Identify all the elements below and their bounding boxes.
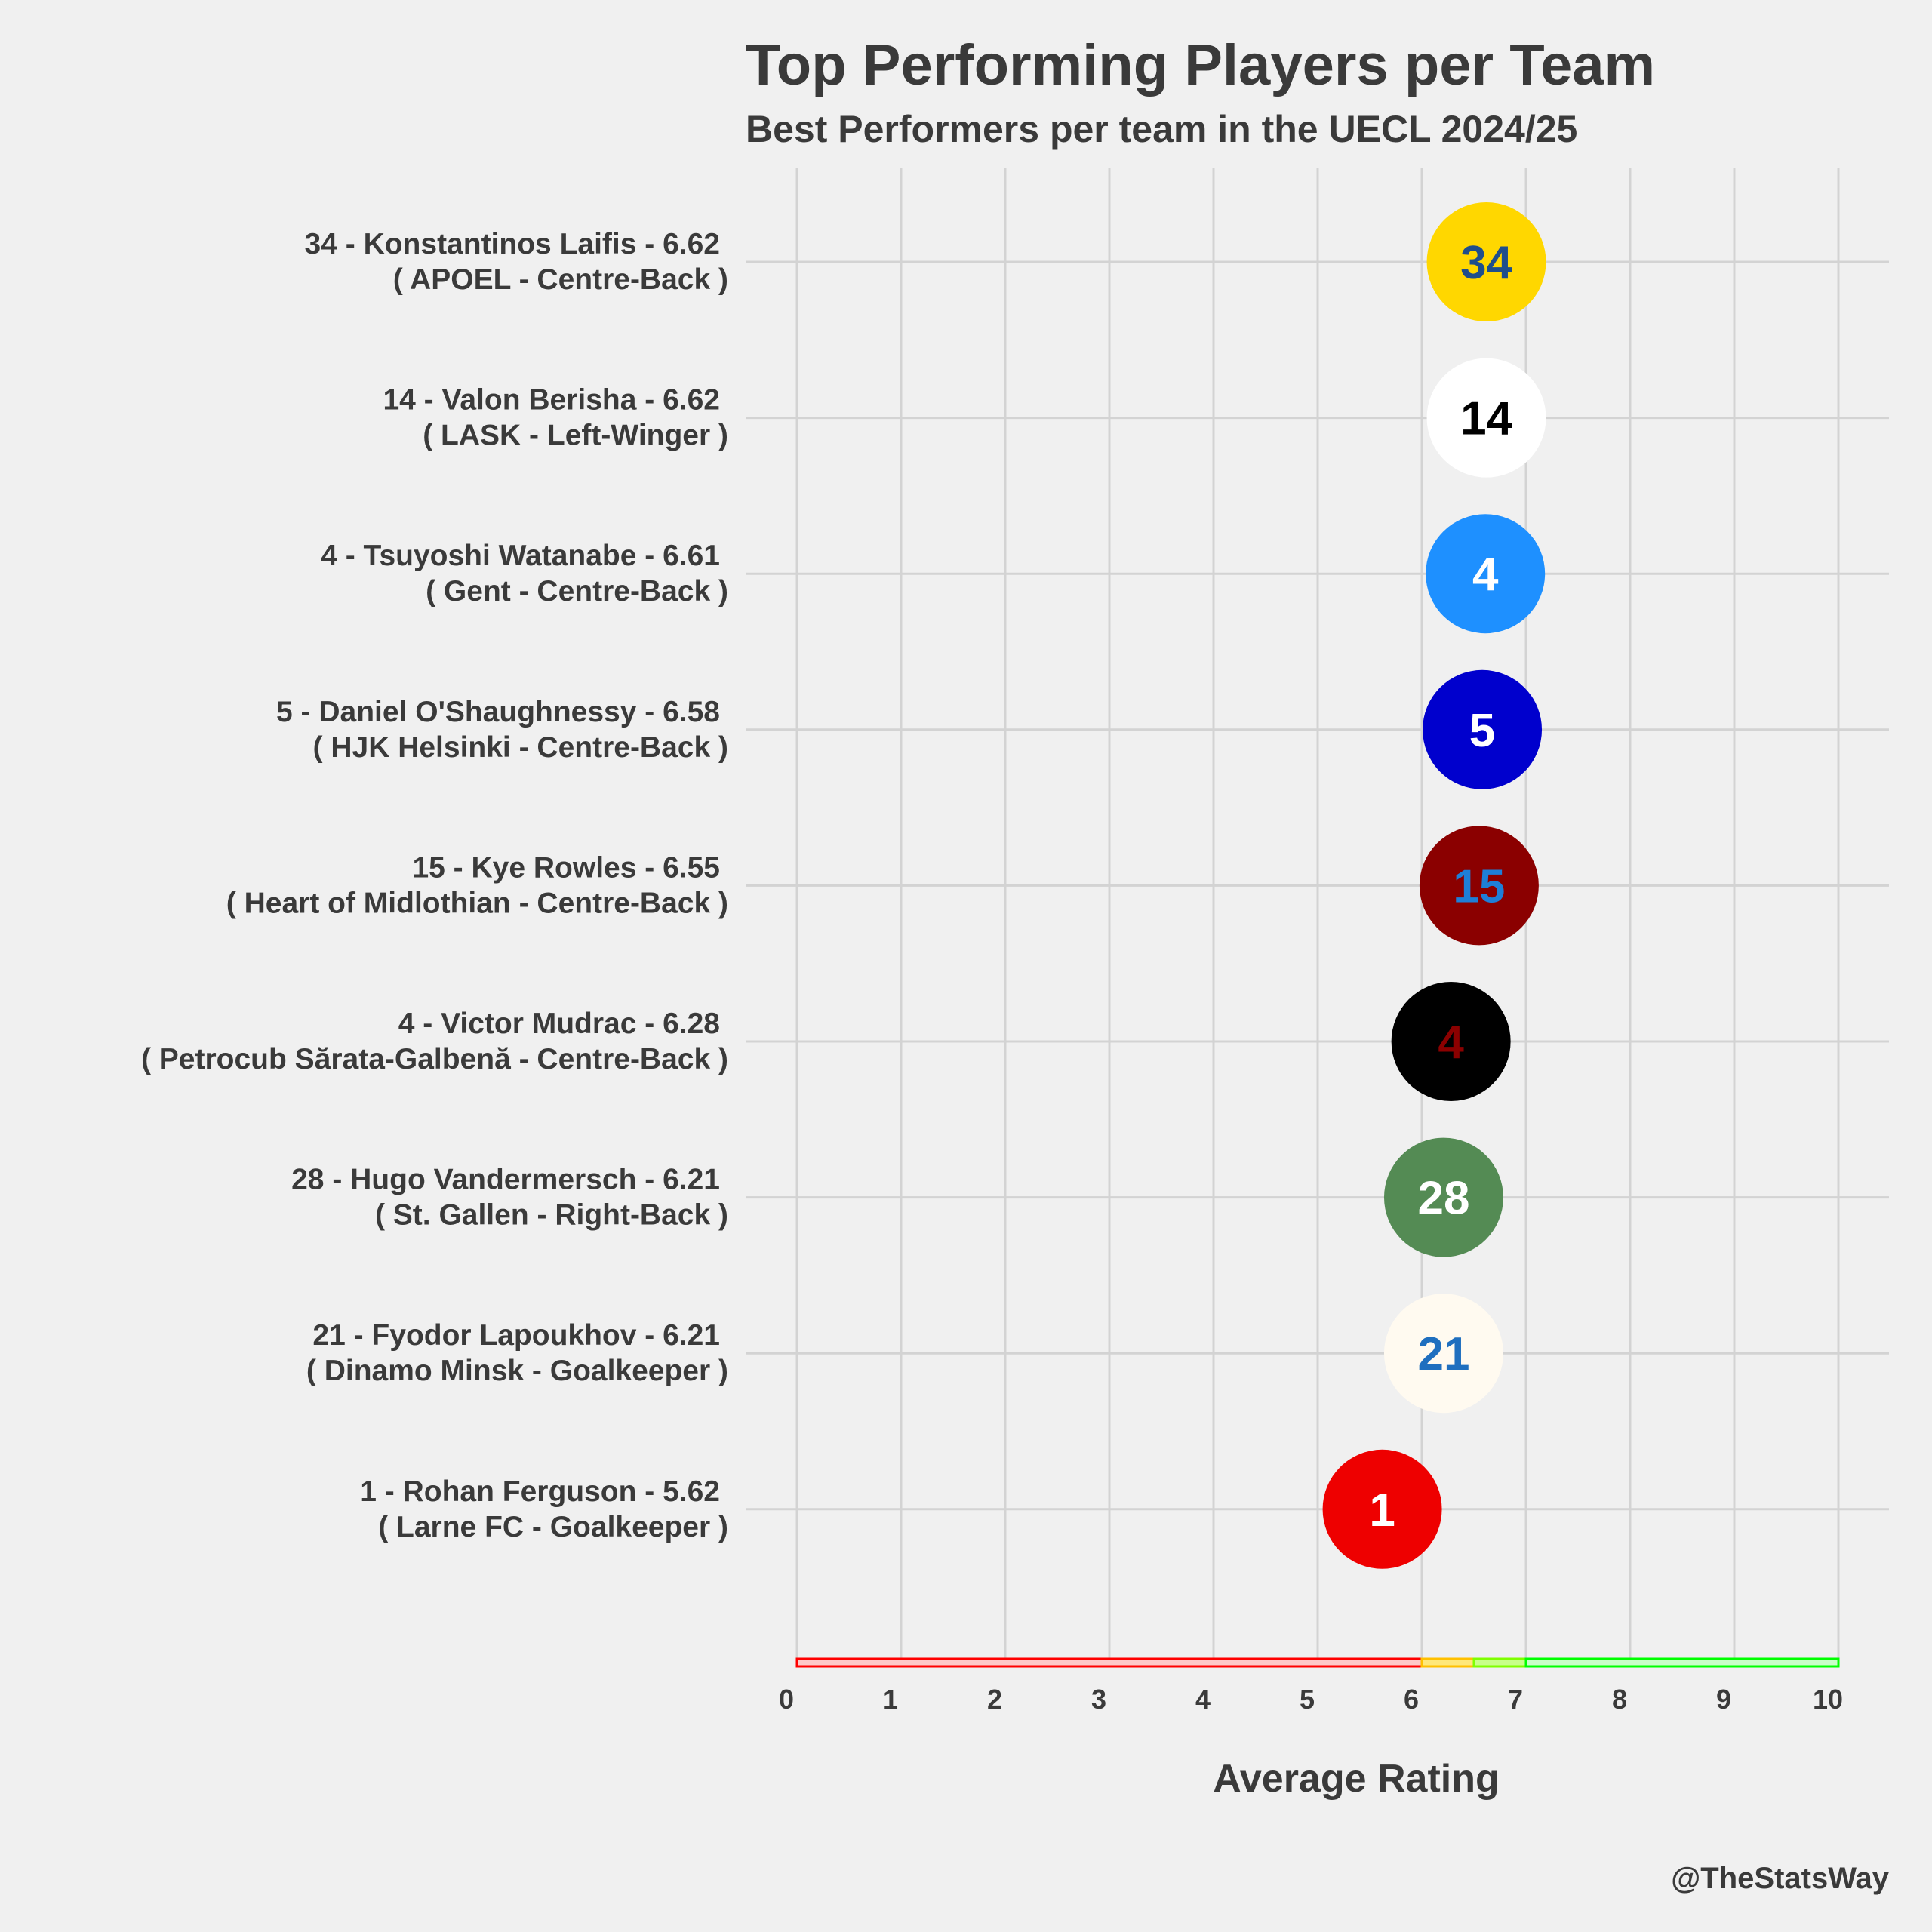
player-point xyxy=(1426,202,1546,321)
y-axis-labels: 34 - Konstantinos Laifis - 6.62( APOEL -… xyxy=(141,228,728,1543)
rating-band xyxy=(1524,1657,1840,1668)
player-point xyxy=(1383,1294,1503,1414)
player-label-line2: ( Petrocub Sărata-Galbenă - Centre-Back … xyxy=(141,1043,728,1075)
x-tick-label: 2 xyxy=(987,1684,1002,1715)
chart-title: Top Performing Players per Team xyxy=(746,33,1655,97)
player-number-label: 1 xyxy=(1369,1484,1395,1537)
player-point xyxy=(1391,982,1511,1101)
player-number-label: 5 xyxy=(1469,705,1495,757)
x-tick-label: 8 xyxy=(1612,1684,1627,1715)
x-tick-label: 9 xyxy=(1716,1684,1731,1715)
player-number-label: 15 xyxy=(1453,860,1505,912)
x-tick-label: 10 xyxy=(1813,1684,1843,1715)
x-tick-label: 4 xyxy=(1195,1684,1211,1715)
player-point xyxy=(1419,826,1539,946)
x-tick-label: 3 xyxy=(1091,1684,1106,1715)
x-tick-label: 6 xyxy=(1404,1684,1419,1715)
player-points: 34 14 4 5 15 4 28 21 1 xyxy=(1322,202,1546,1569)
x-tick-label: 1 xyxy=(883,1684,898,1715)
grid-layer xyxy=(746,168,1889,1660)
rating-band xyxy=(795,1657,1423,1668)
player-point xyxy=(1383,1137,1503,1257)
player-label-line2: ( APOEL - Centre-Back ) xyxy=(393,263,728,296)
player-label-line2: ( HJK Helsinki - Centre-Back ) xyxy=(313,731,728,764)
player-number-label: 4 xyxy=(1472,549,1499,601)
x-tick-label: 0 xyxy=(779,1684,794,1715)
player-point xyxy=(1426,514,1546,634)
player-number-label: 34 xyxy=(1460,237,1512,289)
player-label-line1: 15 - Kye Rowles - 6.55 xyxy=(412,851,720,884)
player-point xyxy=(1322,1449,1442,1569)
chart-caption: @TheStatsWay xyxy=(1671,1862,1889,1895)
player-label-line1: 14 - Valon Berisha - 6.62 xyxy=(383,384,720,417)
x-axis-label: Average Rating xyxy=(1213,1757,1500,1801)
x-tick-label: 5 xyxy=(1300,1684,1315,1715)
player-label-line2: ( Larne FC - Goalkeeper ) xyxy=(378,1511,728,1543)
player-number-label: 28 xyxy=(1417,1173,1469,1225)
player-label-line1: 5 - Daniel O'Shaughnessy - 6.58 xyxy=(276,696,720,728)
player-label-line2: ( Heart of Midlothian - Centre-Back ) xyxy=(226,887,728,919)
rating-band xyxy=(1420,1657,1475,1668)
rating-band xyxy=(1472,1657,1527,1668)
player-number-label: 21 xyxy=(1417,1328,1469,1380)
player-number-label: 4 xyxy=(1438,1017,1464,1069)
player-label-line2: ( Gent - Centre-Back ) xyxy=(426,575,728,608)
player-label-line2: ( Dinamo Minsk - Goalkeeper ) xyxy=(306,1355,728,1387)
player-point xyxy=(1423,669,1543,789)
x-axis-ticks: 0 1 2 3 4 5 6 7 8 9 10 xyxy=(779,1684,1843,1715)
x-tick-label: 7 xyxy=(1508,1684,1523,1715)
player-label-line1: 34 - Konstantinos Laifis - 6.62 xyxy=(305,228,720,260)
player-number-label: 14 xyxy=(1460,393,1512,445)
player-point xyxy=(1426,358,1546,478)
player-label-line2: ( LASK - Left-Winger ) xyxy=(423,420,728,452)
player-label-line1: 21 - Fyodor Lapoukhov - 6.21 xyxy=(312,1319,720,1352)
player-label-line1: 4 - Victor Mudrac - 6.28 xyxy=(398,1008,720,1040)
rating-band-bar xyxy=(795,1657,1840,1668)
player-label-line2: ( St. Gallen - Right-Back ) xyxy=(375,1199,728,1232)
player-label-line1: 4 - Tsuyoshi Watanabe - 6.61 xyxy=(321,540,720,572)
chart-subtitle: Best Performers per team in the UECL 202… xyxy=(746,108,1577,150)
player-label-line1: 28 - Hugo Vandermersch - 6.21 xyxy=(291,1164,720,1196)
player-label-line1: 1 - Rohan Ferguson - 5.62 xyxy=(360,1475,720,1508)
